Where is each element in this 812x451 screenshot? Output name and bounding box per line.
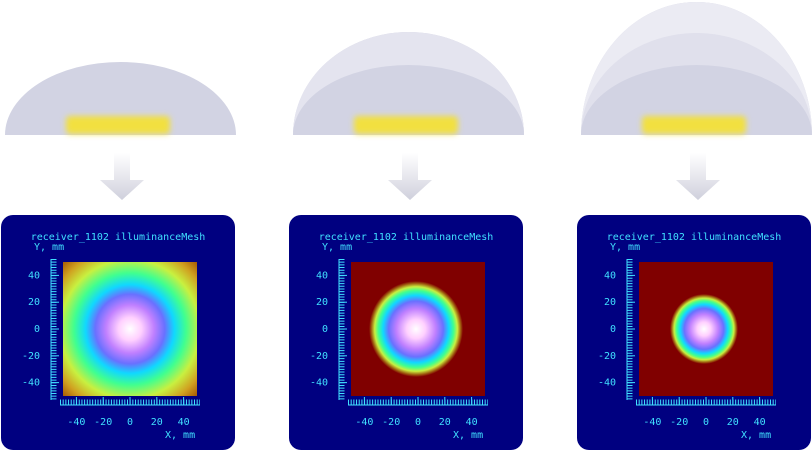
y-axis-label: Y, mm xyxy=(34,242,64,253)
x-axis-label: X, mm xyxy=(453,430,483,441)
plot-title: receiver_1102 illuminanceMesh xyxy=(31,232,206,243)
x-tick-label: 0 xyxy=(415,417,421,428)
y-axis-label: Y, mm xyxy=(610,242,640,253)
x-tick-label: -20 xyxy=(670,417,688,428)
arrow xyxy=(676,153,720,200)
x-tick-label: -40 xyxy=(67,417,85,428)
y-tick-label: 40 xyxy=(604,270,616,281)
y-tick-label: 20 xyxy=(604,297,616,308)
y-tick-label: 0 xyxy=(322,324,328,335)
heatmap xyxy=(63,262,197,396)
y-tick-label: 20 xyxy=(316,297,328,308)
y-tick-label: 0 xyxy=(610,324,616,335)
y-tick-label: 40 xyxy=(28,270,40,281)
light-spot xyxy=(670,294,738,364)
x-tick-label: 40 xyxy=(466,417,478,428)
arrow xyxy=(100,153,144,200)
x-tick-label: 40 xyxy=(754,417,766,428)
y-tick-label: 40 xyxy=(316,270,328,281)
y-tick-label: -20 xyxy=(598,351,616,362)
x-tick-label: 20 xyxy=(439,417,451,428)
x-tick-label: -20 xyxy=(382,417,400,428)
y-tick-label: -40 xyxy=(598,378,616,389)
led xyxy=(642,116,746,134)
x-tick-label: 20 xyxy=(727,417,739,428)
lens-dome-inner xyxy=(581,65,812,135)
x-axis-label: X, mm xyxy=(165,430,195,441)
x-tick-label: 40 xyxy=(178,417,190,428)
plot-title: receiver_1102 illuminanceMesh xyxy=(607,232,782,243)
arrow xyxy=(388,153,432,200)
led xyxy=(354,116,458,134)
x-tick-label: 20 xyxy=(151,417,163,428)
y-tick-label: -40 xyxy=(310,378,328,389)
y-tick-label: 0 xyxy=(34,324,40,335)
lens-dome xyxy=(5,62,236,135)
x-axis-label: X, mm xyxy=(741,430,771,441)
y-axis-label: Y, mm xyxy=(322,242,352,253)
x-tick-label: 0 xyxy=(127,417,133,428)
led xyxy=(66,116,170,134)
x-tick-label: -20 xyxy=(94,417,112,428)
y-tick-label: -40 xyxy=(22,378,40,389)
x-tick-label: 0 xyxy=(703,417,709,428)
y-tick-label: -20 xyxy=(22,351,40,362)
x-tick-label: -40 xyxy=(355,417,373,428)
light-spot xyxy=(369,281,463,377)
plot-title: receiver_1102 illuminanceMesh xyxy=(319,232,494,243)
lens-dome-inner xyxy=(293,65,524,135)
x-tick-label: -40 xyxy=(643,417,661,428)
y-tick-label: 20 xyxy=(28,297,40,308)
y-tick-label: -20 xyxy=(310,351,328,362)
